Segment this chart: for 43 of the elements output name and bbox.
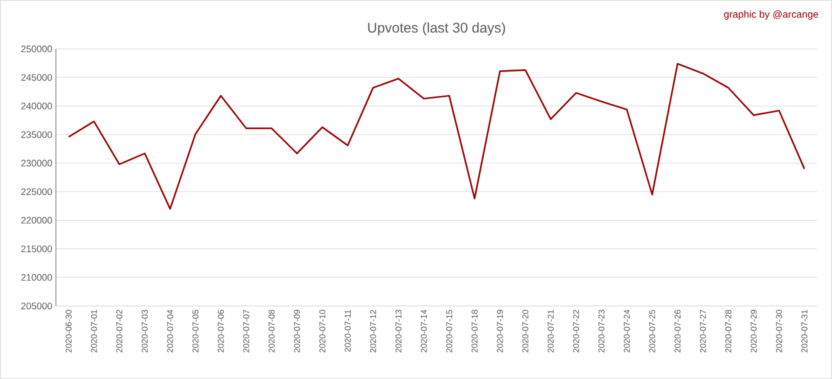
y-tick-label: 210000 (21, 274, 52, 281)
y-tick-label: 225000 (21, 188, 52, 196)
x-tick-label: 2020-07-15 (446, 310, 452, 352)
x-tick-label: 2020-07-29 (750, 310, 757, 352)
x-tick-label: 2020-07-27 (700, 310, 706, 352)
chart-title: Upvotes (last 30 days) (368, 22, 506, 36)
x-tick-label: 2020-07-24 (624, 310, 630, 352)
line-series (68, 63, 806, 210)
text: graphic by @arcange (724, 10, 818, 20)
x-tick-label: 2020-07-31 (801, 310, 808, 352)
y-tick-label: 220000 (21, 216, 52, 224)
x-tick-label: 2020-07-03 (142, 310, 148, 352)
x-tick-label: 2020-07-14 (420, 310, 427, 352)
x-tick-label: 2020-07-01 (90, 310, 97, 352)
x-tick-label: 2020-07-06 (218, 310, 224, 352)
y-tick-label: 205000 (21, 302, 52, 310)
y-tick-label: 245000 (21, 74, 52, 81)
x-tick-label: 2020-07-18 (472, 310, 478, 352)
x-tick-label: 2020-07-04 (167, 310, 174, 352)
x-tick-label: 2020-07-19 (496, 310, 503, 352)
x-tick-label: 2020-07-09 (294, 310, 300, 352)
x-tick-label: 2020-07-07 (243, 310, 250, 352)
x-tick-label: 2020-07-21 (548, 310, 554, 352)
x-tick-label: 2020-07-13 (395, 310, 402, 352)
y-tick-label: 250000 (21, 46, 52, 52)
x-tick-label: 2020-07-08 (268, 310, 275, 352)
x-tick-label: 2020-06-30 (66, 310, 72, 352)
x-tick-label: 2020-07-12 (370, 310, 376, 352)
x-tick-label: 2020-07-11 (344, 310, 351, 352)
x-tick-label: 2020-07-05 (192, 310, 198, 352)
y-tick-label: 215000 (21, 246, 52, 252)
x-tick-label: 2020-07-22 (573, 310, 580, 352)
x-tick-label: 2020-07-20 (522, 310, 528, 352)
x-tick-label: 2020-07-23 (598, 310, 604, 352)
x-tick-label: 2020-07-02 (116, 310, 122, 352)
x-tick-label: 2020-07-10 (319, 310, 326, 352)
x-tick-label: 2020-07-28 (725, 310, 732, 352)
y-tick-label: 240000 (21, 102, 52, 110)
y-tick-label: 230000 (21, 160, 52, 167)
x-tick-label: 2020-07-25 (649, 310, 656, 352)
y-tick-label: 235000 (21, 131, 52, 138)
x-tick-label: 2020-07-30 (776, 310, 782, 352)
x-tick-label: 2020-07-26 (674, 310, 681, 352)
